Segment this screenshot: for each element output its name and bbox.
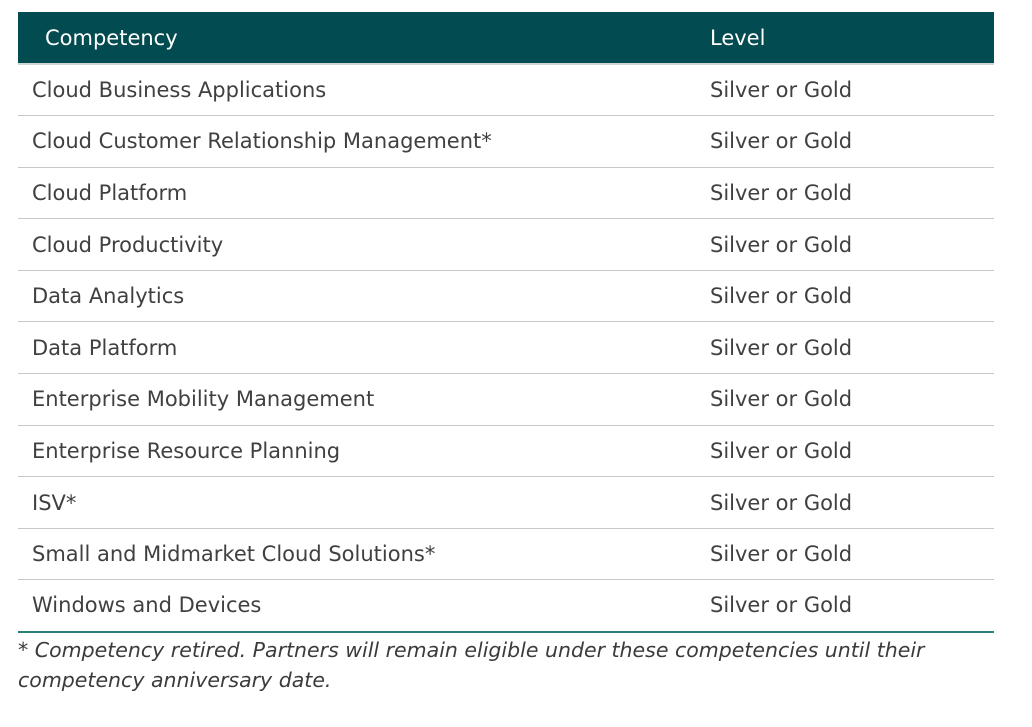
competency-table-container: Competency Level Cloud Business Applicat… [18, 12, 994, 695]
table-row: Enterprise Mobility Management Silver or… [18, 373, 994, 426]
competency-cell: Enterprise Resource Planning [18, 425, 696, 478]
level-cell: Silver or Gold [696, 528, 994, 581]
table-row: Cloud Customer Relationship Management* … [18, 115, 994, 168]
table-row: Cloud Platform Silver or Gold [18, 167, 994, 220]
table-row: Windows and Devices Silver or Gold [18, 579, 994, 633]
table-row: Data Platform Silver or Gold [18, 321, 994, 375]
header-competency: Competency [18, 12, 696, 65]
competency-cell: Cloud Platform [18, 167, 696, 220]
table-row: ISV* Silver or Gold [18, 476, 994, 529]
competency-cell: Small and Midmarket Cloud Solutions* [18, 528, 696, 581]
competency-cell: ISV* [18, 476, 696, 529]
header-level: Level [696, 12, 994, 65]
level-cell: Silver or Gold [696, 476, 994, 529]
competency-cell: Enterprise Mobility Management [18, 373, 696, 426]
table-row: Small and Midmarket Cloud Solutions* Sil… [18, 528, 994, 581]
competency-cell: Cloud Productivity [18, 218, 696, 271]
competency-cell: Windows and Devices [18, 579, 696, 633]
table-row: Data Analytics Silver or Gold [18, 270, 994, 323]
competency-cell: Cloud Business Applications [18, 64, 696, 117]
level-cell: Silver or Gold [696, 270, 994, 323]
competency-table: Competency Level Cloud Business Applicat… [18, 12, 994, 633]
level-cell: Silver or Gold [696, 321, 994, 375]
level-cell: Silver or Gold [696, 425, 994, 478]
level-cell: Silver or Gold [696, 373, 994, 426]
level-cell: Silver or Gold [696, 579, 994, 633]
competency-cell: Data Platform [18, 321, 696, 375]
table-row: Cloud Productivity Silver or Gold [18, 218, 994, 271]
level-cell: Silver or Gold [696, 115, 994, 168]
table-row: Cloud Business Applications Silver or Go… [18, 64, 994, 117]
competency-cell: Cloud Customer Relationship Management* [18, 115, 696, 168]
footnote: * Competency retired. Partners will rema… [18, 637, 925, 692]
level-cell: Silver or Gold [696, 167, 994, 220]
table-row: Enterprise Resource Planning Silver or G… [18, 425, 994, 478]
header-row: Competency Level [18, 12, 994, 65]
level-cell: Silver or Gold [696, 218, 994, 271]
competency-cell: Data Analytics [18, 270, 696, 323]
table-header: Competency Level [18, 12, 994, 65]
table-body: Cloud Business Applications Silver or Go… [18, 64, 994, 633]
level-cell: Silver or Gold [696, 64, 994, 117]
